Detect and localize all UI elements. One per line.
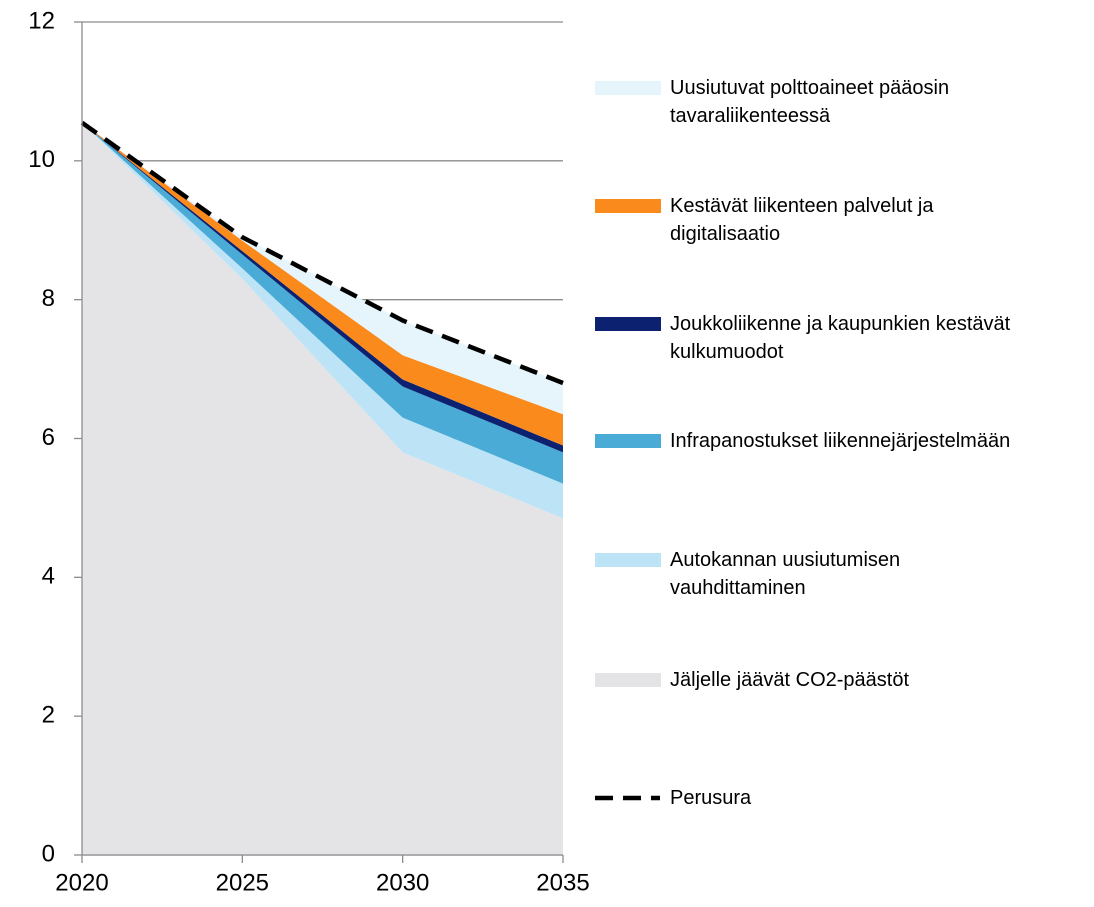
x-tick-label: 2020 <box>55 869 108 896</box>
y-tick-label: 4 <box>42 563 55 590</box>
area <box>82 122 563 519</box>
y-tick-label: 8 <box>42 285 55 312</box>
area <box>82 122 563 484</box>
legend-swatch <box>595 81 661 95</box>
legend-swatch <box>595 317 661 331</box>
y-tick-label: 2 <box>42 702 55 729</box>
x-tick-label: 2035 <box>536 869 589 896</box>
x-tick-label: 2030 <box>376 869 429 896</box>
y-tick-label: 10 <box>28 146 55 173</box>
area <box>82 122 563 446</box>
legend-swatch <box>595 673 661 687</box>
legend-label: Jäljelle jäävät CO2-päästöt <box>670 669 910 691</box>
legend-label: Infrapanostukset liikennejärjestelmään <box>670 430 1011 452</box>
legend-label: Joukkoliikenne ja kaupunkien kestävät ku… <box>670 313 1011 363</box>
baseline-line <box>80 120 564 386</box>
legend-swatch <box>595 199 661 213</box>
x-tick-label: 2025 <box>216 869 269 896</box>
y-tick-label: 12 <box>28 7 55 34</box>
legend-swatch <box>595 434 661 448</box>
legend-label: Perusura <box>670 787 752 809</box>
y-tick-label: 0 <box>42 840 55 867</box>
legend-swatch <box>595 553 661 567</box>
legend-label: Autokannan uusiutumisen vauhdittaminen <box>670 549 901 599</box>
area <box>82 122 563 855</box>
legend-label: Uusiutuvat polttoaineet pääosin tavarali… <box>670 77 950 127</box>
area <box>82 122 563 415</box>
y-tick-label: 6 <box>42 424 55 451</box>
legend-label: Kestävät liikenteen palvelut ja digitali… <box>670 195 934 245</box>
